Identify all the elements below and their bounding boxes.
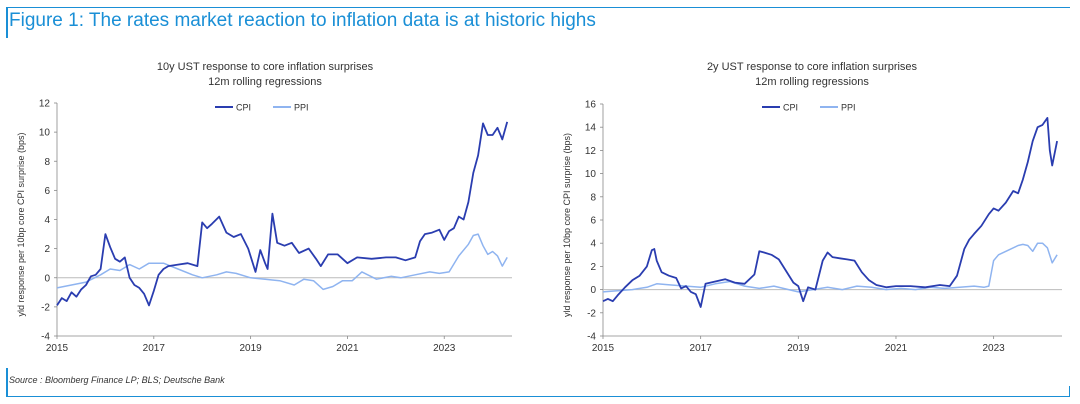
figure-header-frame bbox=[6, 7, 1070, 38]
series-line-cpi bbox=[56, 121, 509, 307]
chart-subtitle: 12m rolling regressions bbox=[208, 76, 322, 88]
y-tick-label: 12 bbox=[585, 146, 597, 157]
y-tick-label: 16 bbox=[585, 100, 597, 111]
y-tick-label: -4 bbox=[41, 332, 50, 343]
y-tick-label: 2 bbox=[44, 244, 50, 255]
y-tick-label: 2 bbox=[590, 262, 596, 273]
y-tick-label: 14 bbox=[585, 123, 597, 134]
chart-panel-10y: 10y UST response to core inflation surpr… bbox=[0, 44, 540, 374]
x-tick-label: 2017 bbox=[690, 343, 713, 354]
series-line-ppi bbox=[602, 242, 1058, 293]
legend-label-ppi: PPI bbox=[294, 103, 309, 113]
chart-2y-ust: 2y UST response to core inflation surpri… bbox=[562, 61, 1062, 354]
y-tick-label: 12 bbox=[39, 99, 51, 110]
x-tick-label: 2019 bbox=[239, 343, 262, 354]
y-axis-label: yld response per 10bp core CPI surprise … bbox=[562, 133, 572, 317]
legend-label-cpi: CPI bbox=[783, 103, 798, 113]
x-tick-label: 2021 bbox=[336, 343, 359, 354]
x-tick-label: 2021 bbox=[885, 343, 908, 354]
chart-10y-ust: 10y UST response to core inflation surpr… bbox=[16, 61, 512, 354]
footer-tick bbox=[1069, 386, 1070, 396]
series-line-ppi bbox=[56, 233, 508, 291]
chart-panel-2y: 2y UST response to core inflation surpri… bbox=[540, 44, 1080, 374]
legend-label-cpi: CPI bbox=[236, 103, 251, 113]
y-tick-label: 0 bbox=[44, 273, 50, 284]
x-tick-label: 2019 bbox=[787, 343, 810, 354]
chart-title: 10y UST response to core inflation surpr… bbox=[157, 61, 374, 73]
y-tick-label: 10 bbox=[585, 169, 597, 180]
y-tick-label: 6 bbox=[44, 186, 50, 197]
x-tick-label: 2015 bbox=[592, 343, 615, 354]
y-tick-label: 10 bbox=[39, 128, 51, 139]
source-note: Source : Bloomberg Finance LP; BLS; Deut… bbox=[9, 375, 225, 385]
y-axis-label: yld response per 10bp core CPI surprise … bbox=[16, 132, 26, 316]
y-tick-label: -4 bbox=[587, 332, 596, 343]
figure-footer-frame bbox=[6, 368, 1070, 397]
x-tick-label: 2023 bbox=[433, 343, 456, 354]
x-tick-label: 2023 bbox=[983, 343, 1006, 354]
y-tick-label: 6 bbox=[590, 216, 596, 227]
y-tick-label: 4 bbox=[44, 215, 50, 226]
x-tick-label: 2017 bbox=[143, 343, 166, 354]
y-tick-label: 8 bbox=[44, 157, 50, 168]
legend-label-ppi: PPI bbox=[841, 103, 856, 113]
figure-title: Figure 1: The rates market reaction to i… bbox=[9, 10, 596, 31]
x-tick-label: 2015 bbox=[46, 343, 69, 354]
chart-subtitle: 12m rolling regressions bbox=[755, 76, 869, 88]
chart-title: 2y UST response to core inflation surpri… bbox=[707, 61, 918, 73]
y-tick-label: 4 bbox=[590, 239, 596, 250]
y-tick-label: 8 bbox=[590, 192, 596, 203]
y-tick-label: -2 bbox=[41, 302, 50, 313]
series-line-cpi bbox=[602, 117, 1058, 308]
y-tick-label: -2 bbox=[587, 308, 596, 319]
y-tick-label: 0 bbox=[590, 285, 596, 296]
